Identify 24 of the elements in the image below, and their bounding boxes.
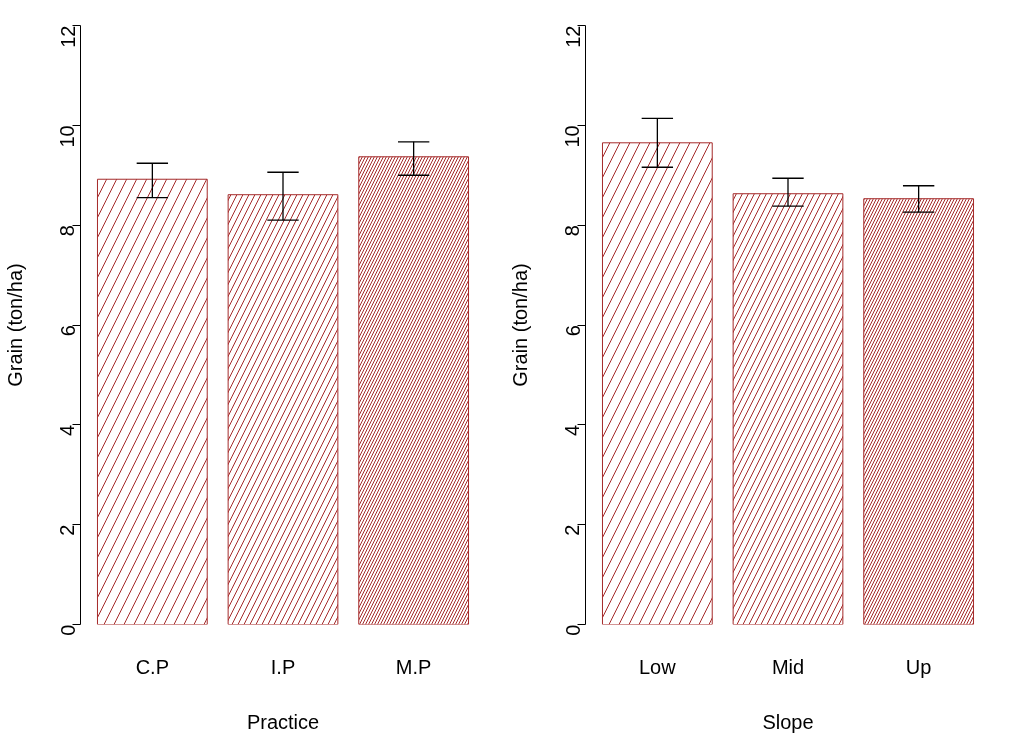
x-tick-label: M.P	[395, 655, 432, 678]
y-tick-label: 10	[56, 125, 79, 148]
y-tick-label: 2	[56, 524, 79, 536]
y-tick-label: 12	[56, 25, 79, 48]
x-tick-label: Mid	[771, 655, 805, 678]
y-axis-title: Grain (ton/ha)	[3, 263, 26, 387]
y-tick-label: 0	[561, 624, 584, 636]
y-tick-label: 2	[561, 524, 584, 536]
y-tick-label: 6	[56, 325, 79, 337]
y-axis-title: Grain (ton/ha)	[508, 263, 531, 387]
y-tick-label: 12	[561, 25, 584, 48]
x-tick-label: Low	[639, 655, 677, 678]
x-axis-title: Slope	[762, 710, 814, 733]
y-tick-label: 8	[56, 225, 79, 237]
x-tick-label: I.P	[270, 655, 296, 678]
y-tick-label: 4	[56, 424, 79, 436]
y-tick-label: 8	[561, 225, 584, 237]
y-tick-label: 10	[561, 125, 584, 148]
y-tick-label: 0	[56, 624, 79, 636]
y-tick-label: 4	[561, 424, 584, 436]
y-tick-label: 6	[561, 325, 584, 337]
x-axis-title: Practice	[246, 710, 320, 733]
x-tick-label: Up	[905, 655, 932, 678]
x-tick-label: C.P	[135, 655, 170, 678]
